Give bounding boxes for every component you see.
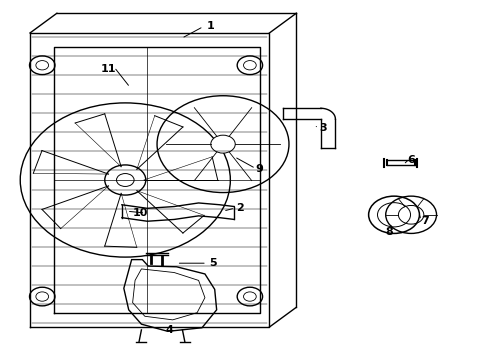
Text: 8: 8 xyxy=(385,227,393,237)
Text: 2: 2 xyxy=(236,203,244,213)
Text: 7: 7 xyxy=(421,216,429,226)
Circle shape xyxy=(211,135,235,153)
Text: 11: 11 xyxy=(100,64,116,74)
Text: 9: 9 xyxy=(256,164,264,174)
Text: 5: 5 xyxy=(209,258,217,268)
Circle shape xyxy=(117,174,134,186)
Circle shape xyxy=(105,165,146,195)
Text: 1: 1 xyxy=(207,21,215,31)
Text: 3: 3 xyxy=(319,123,327,133)
Text: 4: 4 xyxy=(165,325,173,335)
Text: 10: 10 xyxy=(132,208,147,218)
Text: 6: 6 xyxy=(407,155,415,165)
